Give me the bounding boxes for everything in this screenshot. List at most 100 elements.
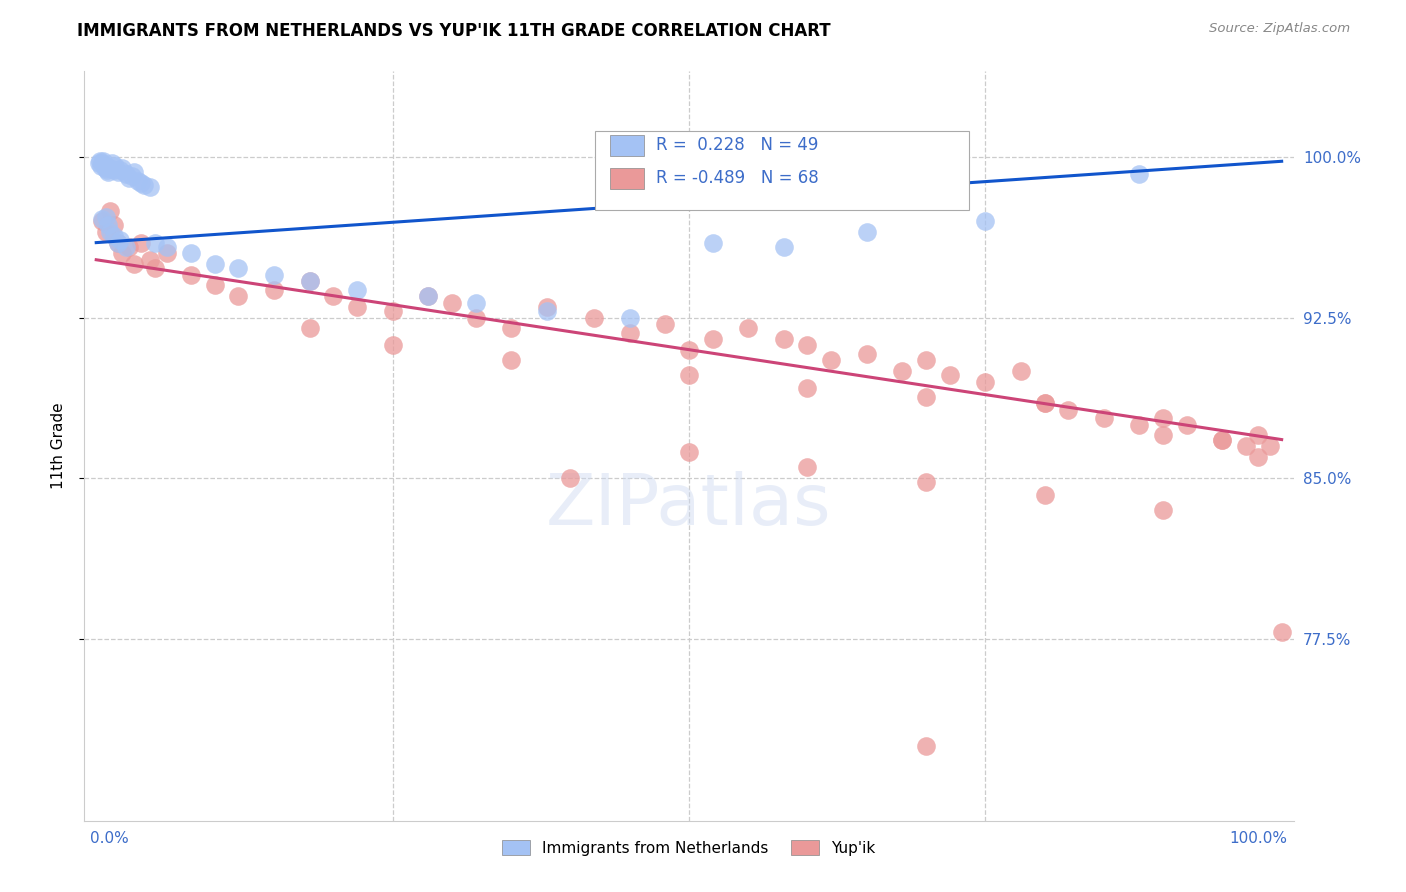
Point — [108, 234, 131, 248]
Y-axis label: 11th Grade: 11th Grade — [51, 402, 66, 490]
Point — [1234, 439, 1257, 453]
Point — [1247, 450, 1270, 464]
FancyBboxPatch shape — [595, 131, 970, 210]
Point — [298, 274, 321, 288]
Point — [322, 289, 344, 303]
Point — [91, 212, 114, 227]
Bar — [610, 168, 644, 189]
Point — [108, 162, 131, 177]
Point — [228, 261, 250, 276]
Point — [1258, 439, 1281, 453]
Point — [87, 156, 110, 170]
Point — [583, 310, 606, 325]
Point — [346, 300, 368, 314]
Point — [97, 165, 120, 179]
Point — [121, 169, 143, 184]
Point — [891, 364, 914, 378]
Point — [156, 240, 179, 254]
Point — [90, 159, 112, 173]
Point — [145, 235, 167, 250]
Point — [118, 240, 141, 254]
Point — [1152, 503, 1174, 517]
Point — [100, 156, 122, 170]
Point — [100, 161, 122, 175]
Point — [97, 219, 120, 233]
Point — [440, 295, 463, 310]
Point — [100, 203, 122, 218]
Text: R =  0.228   N = 49: R = 0.228 N = 49 — [657, 136, 818, 153]
Text: R = -0.489   N = 68: R = -0.489 N = 68 — [657, 169, 820, 186]
Point — [94, 159, 117, 173]
Point — [772, 240, 794, 254]
Point — [94, 225, 117, 239]
Point — [501, 353, 523, 368]
Bar — [610, 135, 644, 156]
Point — [974, 375, 997, 389]
Point — [654, 317, 676, 331]
Point — [915, 475, 938, 490]
Point — [93, 161, 115, 175]
Point — [263, 268, 285, 282]
Point — [1033, 396, 1056, 410]
Point — [619, 326, 641, 340]
Point — [298, 321, 321, 335]
Point — [103, 219, 125, 233]
Point — [938, 368, 960, 383]
Point — [1175, 417, 1198, 432]
Point — [89, 154, 111, 169]
Point — [228, 289, 250, 303]
Point — [536, 304, 558, 318]
Text: 0.0%: 0.0% — [90, 831, 129, 847]
Point — [464, 310, 486, 325]
Point — [129, 235, 152, 250]
Point — [737, 321, 759, 335]
Point — [1033, 396, 1056, 410]
Point — [100, 225, 122, 239]
Point — [702, 332, 724, 346]
Point — [796, 460, 818, 475]
Point — [772, 332, 794, 346]
Point — [820, 353, 842, 368]
Point — [1247, 428, 1270, 442]
Point — [91, 156, 114, 170]
Point — [1271, 625, 1294, 640]
Point — [418, 289, 440, 303]
Text: IMMIGRANTS FROM NETHERLANDS VS YUP'IK 11TH GRADE CORRELATION CHART: IMMIGRANTS FROM NETHERLANDS VS YUP'IK 11… — [77, 22, 831, 40]
Point — [1152, 428, 1174, 442]
Point — [107, 165, 129, 179]
Point — [111, 246, 134, 260]
Point — [702, 235, 724, 250]
Point — [111, 161, 134, 175]
Point — [107, 235, 129, 250]
Point — [104, 159, 127, 173]
Legend: Immigrants from Netherlands, Yup'ik: Immigrants from Netherlands, Yup'ik — [496, 833, 882, 862]
Point — [855, 347, 877, 361]
Point — [855, 225, 877, 239]
Point — [678, 445, 700, 459]
Point — [501, 321, 523, 335]
Point — [796, 381, 818, 395]
Point — [1092, 411, 1115, 425]
Point — [1128, 167, 1150, 181]
Point — [138, 180, 160, 194]
Point — [91, 154, 114, 169]
Point — [115, 167, 138, 181]
Point — [138, 252, 160, 267]
Point — [180, 246, 202, 260]
Point — [1057, 402, 1080, 417]
Point — [560, 471, 582, 485]
Point — [678, 368, 700, 383]
Point — [103, 229, 125, 244]
Point — [132, 178, 155, 192]
Point — [1152, 411, 1174, 425]
Point — [418, 289, 440, 303]
Point — [1128, 417, 1150, 432]
Point — [915, 353, 938, 368]
Text: 100.0%: 100.0% — [1230, 831, 1288, 847]
Point — [94, 210, 117, 224]
Point — [915, 739, 938, 753]
Text: Source: ZipAtlas.com: Source: ZipAtlas.com — [1209, 22, 1350, 36]
Point — [1211, 433, 1233, 447]
Point — [1010, 364, 1032, 378]
Point — [107, 235, 129, 250]
